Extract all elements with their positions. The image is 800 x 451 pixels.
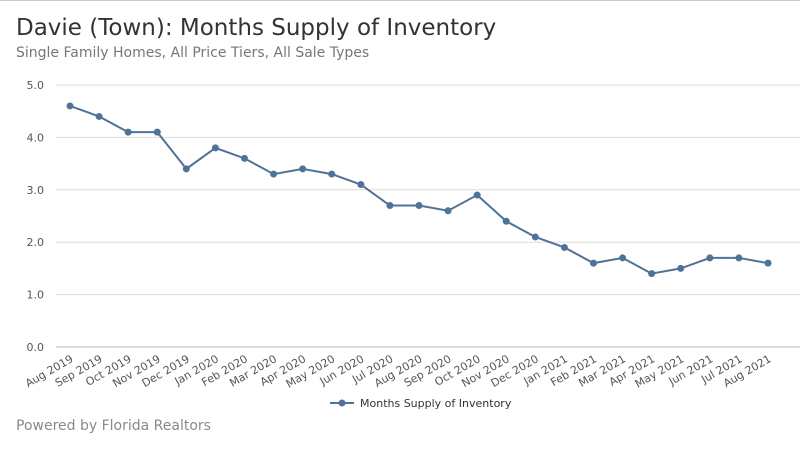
data-point	[357, 181, 365, 189]
data-point	[95, 112, 103, 120]
data-point	[211, 144, 219, 152]
data-point	[473, 191, 481, 199]
y-tick-label: 3.0	[27, 184, 45, 197]
y-tick-label: 5.0	[27, 79, 45, 92]
data-point	[735, 254, 743, 262]
data-point	[386, 202, 394, 210]
data-point	[182, 165, 190, 173]
y-tick-label: 1.0	[27, 289, 45, 302]
data-point	[66, 102, 74, 110]
chart-subtitle: Single Family Homes, All Price Tiers, Al…	[16, 45, 370, 61]
data-point	[706, 254, 714, 262]
data-point	[764, 259, 772, 267]
data-point	[619, 254, 627, 262]
data-point	[415, 202, 423, 210]
data-point	[328, 170, 336, 178]
data-point	[502, 217, 510, 225]
data-point	[241, 154, 248, 162]
y-tick-label: 2.0	[27, 236, 45, 249]
data-point	[531, 233, 539, 241]
chart-title: Davie (Town): Months Supply of Inventory	[16, 15, 497, 41]
data-point	[677, 264, 685, 272]
data-point	[590, 259, 597, 267]
data-point	[560, 243, 568, 251]
data-point	[299, 165, 307, 173]
data-point	[444, 207, 452, 215]
legend-marker	[338, 399, 346, 407]
data-point	[124, 128, 132, 136]
data-point	[153, 128, 161, 136]
y-tick-label: 0.0	[27, 341, 45, 354]
y-tick-label: 4.0	[27, 131, 45, 144]
legend-label: Months Supply of Inventory	[360, 397, 512, 410]
powered-by-footer[interactable]: Powered by Florida Realtors	[16, 418, 211, 434]
data-point	[648, 270, 656, 278]
data-point	[270, 170, 278, 178]
